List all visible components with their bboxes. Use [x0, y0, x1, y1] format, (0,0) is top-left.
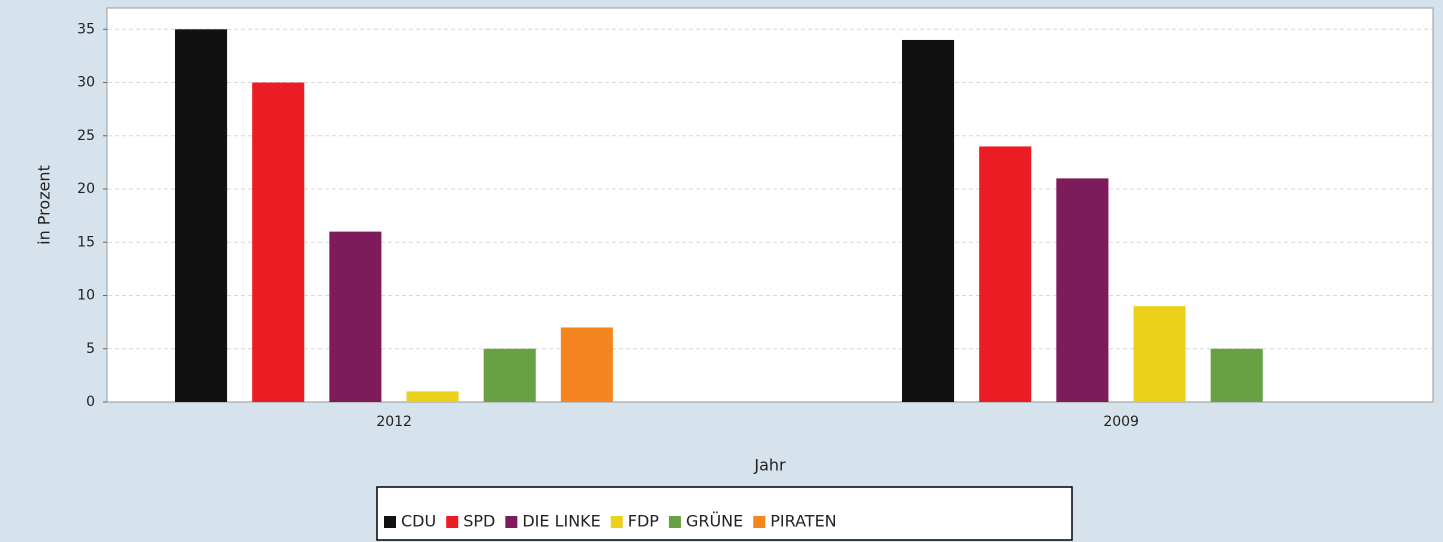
bar — [902, 39, 955, 402]
y-axis-label: in Prozent — [35, 165, 54, 245]
plot-area — [106, 7, 1434, 403]
y-tick-label: 25 — [77, 128, 95, 144]
legend-label: PIRATEN — [770, 512, 836, 531]
x-axis-label: Jahr — [753, 456, 786, 475]
y-tick-label: 20 — [77, 181, 95, 197]
x-tick-label: 2009 — [1103, 414, 1139, 430]
legend-swatch — [668, 516, 681, 528]
legend-label: GRÜNE — [686, 512, 743, 531]
bar — [252, 82, 305, 403]
bar — [1056, 178, 1109, 402]
legend-label: SPD — [463, 512, 495, 531]
bar — [979, 146, 1032, 402]
legend-swatch — [384, 516, 396, 528]
y-tick-label: 0 — [86, 394, 95, 410]
y-tick-label: 30 — [77, 75, 95, 91]
y-tick-label: 10 — [77, 288, 95, 304]
y-tick-label: 15 — [77, 234, 95, 250]
x-tick-label: 2012 — [376, 414, 412, 430]
y-tick-label: 5 — [86, 341, 95, 357]
legend-swatch — [505, 516, 518, 528]
bar — [560, 327, 613, 402]
bar — [406, 391, 459, 402]
bar — [329, 231, 382, 402]
bar — [1133, 306, 1186, 402]
bar — [1210, 348, 1263, 402]
bar — [483, 348, 536, 402]
legend-label: DIE LINKE — [522, 512, 600, 531]
legend-box — [376, 486, 1073, 541]
legend-swatch — [610, 516, 623, 528]
legend-swatch — [753, 516, 766, 528]
bar — [175, 29, 228, 402]
y-tick-label: 35 — [77, 21, 95, 37]
legend-swatch — [446, 516, 459, 528]
legend-label: CDU — [401, 512, 436, 531]
legend-label: FDP — [628, 512, 660, 531]
